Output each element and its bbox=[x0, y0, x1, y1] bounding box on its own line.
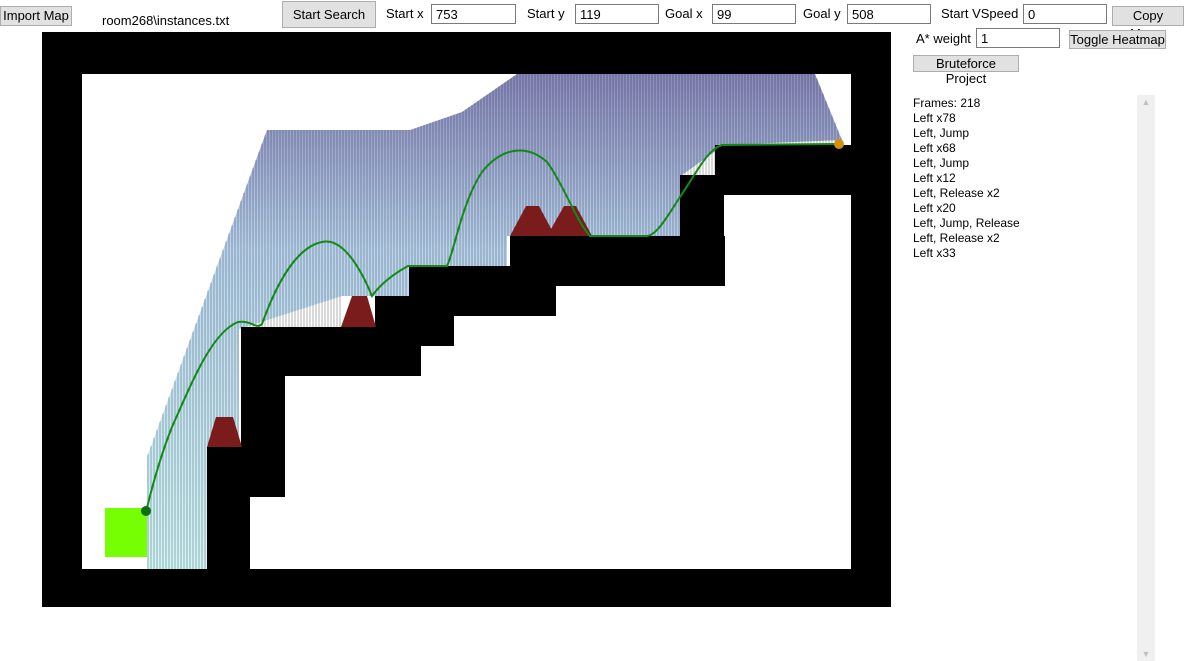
start-vspeed-label: Start VSpeed bbox=[941, 6, 1019, 21]
astar-weight-input[interactable] bbox=[976, 28, 1060, 48]
output-scrollbar[interactable]: ▲ ▼ bbox=[1137, 95, 1155, 661]
macro-line: Left x33 bbox=[913, 246, 956, 260]
macro-line: Left, Jump bbox=[913, 126, 970, 140]
goal-x-label: Goal x bbox=[665, 6, 703, 21]
start-y-label: Start y bbox=[527, 6, 565, 21]
macro-line: Left, Release x2 bbox=[913, 231, 1000, 245]
scroll-up-icon[interactable]: ▲ bbox=[1141, 97, 1151, 107]
import-map-button[interactable]: Import Map bbox=[0, 6, 72, 26]
bruteforce-project-button[interactable]: Bruteforce Project bbox=[913, 55, 1019, 86]
macro-output: Frames: 218 Left x78 Left, Jump Left x68 Lef… bbox=[913, 96, 1128, 261]
start-marker bbox=[834, 139, 844, 149]
goal-y-input[interactable] bbox=[847, 4, 931, 24]
scroll-down-icon[interactable]: ▼ bbox=[1141, 649, 1151, 659]
copy-macro-button[interactable]: Copy Macro bbox=[1112, 6, 1184, 41]
macro-line: Left, Jump bbox=[913, 156, 970, 170]
macro-line: Left x20 bbox=[913, 201, 956, 215]
macro-line: Frames: 218 bbox=[913, 96, 981, 110]
start-x-label: Start x bbox=[386, 6, 424, 21]
macro-line: Left x78 bbox=[913, 111, 956, 125]
start-x-input[interactable] bbox=[431, 4, 516, 24]
file-name-label: room268\instances.txt bbox=[102, 13, 230, 28]
goal-x-input[interactable] bbox=[712, 4, 796, 24]
macro-line: Left x12 bbox=[913, 171, 956, 185]
macro-line: Left, Release x2 bbox=[913, 186, 1000, 200]
astar-weight-label: A* weight bbox=[916, 31, 971, 46]
map-canvas[interactable] bbox=[42, 32, 891, 607]
found-path bbox=[145, 143, 840, 513]
walls bbox=[207, 145, 851, 569]
start-search-button[interactable]: Start Search bbox=[282, 1, 376, 28]
toggle-heatmap-button[interactable]: Toggle Heatmap bbox=[1069, 30, 1166, 49]
explored-region bbox=[147, 74, 842, 569]
start-y-input[interactable] bbox=[575, 4, 659, 24]
goal-y-label: Goal y bbox=[803, 6, 841, 21]
end-marker bbox=[141, 506, 151, 516]
macro-line: Left, Jump, Release bbox=[913, 216, 1020, 230]
start-vspeed-input[interactable] bbox=[1023, 4, 1107, 24]
goal-block bbox=[105, 508, 147, 557]
spikes bbox=[207, 206, 592, 447]
macro-line: Left x68 bbox=[913, 141, 956, 155]
